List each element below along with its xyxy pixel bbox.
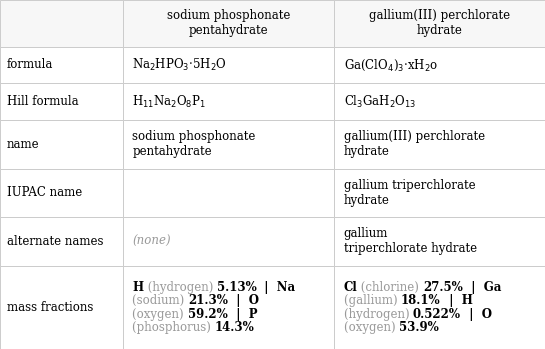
- Bar: [123, 120, 334, 169]
- Text: (chlorine): (chlorine): [358, 281, 423, 294]
- Text: 53.9%: 53.9%: [399, 321, 439, 334]
- Text: |  H: | H: [440, 294, 473, 307]
- Bar: [334, 169, 545, 217]
- Bar: [334, 46, 545, 83]
- Text: 5.13%: 5.13%: [217, 281, 257, 294]
- Text: (gallium): (gallium): [344, 294, 401, 307]
- Text: |  O: | O: [228, 294, 259, 307]
- Text: (phosphorus): (phosphorus): [132, 321, 215, 334]
- Text: Cl$_3$GaH$_2$O$_{13}$: Cl$_3$GaH$_2$O$_{13}$: [344, 94, 416, 110]
- Text: 0.522%: 0.522%: [413, 307, 461, 321]
- Text: 18.1%: 18.1%: [401, 294, 440, 307]
- Text: mass fractions: mass fractions: [7, 301, 93, 314]
- Text: 14.3%: 14.3%: [215, 321, 255, 334]
- Text: alternate names: alternate names: [7, 235, 103, 248]
- Text: |  Ga: | Ga: [463, 281, 501, 294]
- Text: (oxygen): (oxygen): [344, 321, 399, 334]
- Text: Ga(ClO$_4$)$_3$·xH$_2$o: Ga(ClO$_4$)$_3$·xH$_2$o: [344, 57, 438, 73]
- Bar: [334, 266, 545, 349]
- Bar: [0, 120, 123, 169]
- Text: sodium phosphonate
pentahydrate: sodium phosphonate pentahydrate: [132, 131, 256, 158]
- Text: IUPAC name: IUPAC name: [7, 186, 82, 199]
- Bar: [123, 169, 334, 217]
- Text: 21.3%: 21.3%: [189, 294, 228, 307]
- Bar: [0, 169, 123, 217]
- Bar: [0, 46, 123, 83]
- Text: (hydrogen): (hydrogen): [344, 307, 413, 321]
- Bar: [0, 217, 123, 266]
- Bar: [123, 266, 334, 349]
- Text: 59.2%: 59.2%: [188, 307, 228, 321]
- Text: Cl: Cl: [344, 281, 358, 294]
- Text: sodium phosphonate
pentahydrate: sodium phosphonate pentahydrate: [167, 9, 290, 37]
- Text: gallium(III) perchlorate
hydrate: gallium(III) perchlorate hydrate: [369, 9, 510, 37]
- Text: Hill formula: Hill formula: [7, 95, 78, 108]
- Text: |  Na: | Na: [257, 281, 295, 294]
- Text: (hydrogen): (hydrogen): [143, 281, 217, 294]
- Text: (sodium): (sodium): [132, 294, 189, 307]
- Text: Na$_2$HPO$_3$·5H$_2$O: Na$_2$HPO$_3$·5H$_2$O: [132, 57, 227, 73]
- Text: H: H: [132, 281, 143, 294]
- Bar: [123, 46, 334, 83]
- Text: H$_{11}$Na$_2$O$_8$P$_1$: H$_{11}$Na$_2$O$_8$P$_1$: [132, 94, 207, 110]
- Bar: [334, 217, 545, 266]
- Text: gallium
triperchlorate hydrate: gallium triperchlorate hydrate: [344, 228, 477, 255]
- Text: |  P: | P: [228, 307, 257, 321]
- Text: 27.5%: 27.5%: [423, 281, 463, 294]
- Text: (none): (none): [132, 235, 171, 248]
- Bar: [123, 0, 334, 46]
- Text: gallium triperchlorate
hydrate: gallium triperchlorate hydrate: [344, 179, 475, 207]
- Text: |  O: | O: [461, 307, 492, 321]
- Bar: [334, 83, 545, 120]
- Bar: [0, 0, 123, 46]
- Text: formula: formula: [7, 58, 53, 72]
- Text: name: name: [7, 138, 39, 151]
- Text: gallium(III) perchlorate
hydrate: gallium(III) perchlorate hydrate: [344, 131, 485, 158]
- Text: (oxygen): (oxygen): [132, 307, 188, 321]
- Bar: [334, 0, 545, 46]
- Bar: [334, 120, 545, 169]
- Bar: [0, 83, 123, 120]
- Bar: [123, 83, 334, 120]
- Bar: [123, 217, 334, 266]
- Bar: [0, 266, 123, 349]
